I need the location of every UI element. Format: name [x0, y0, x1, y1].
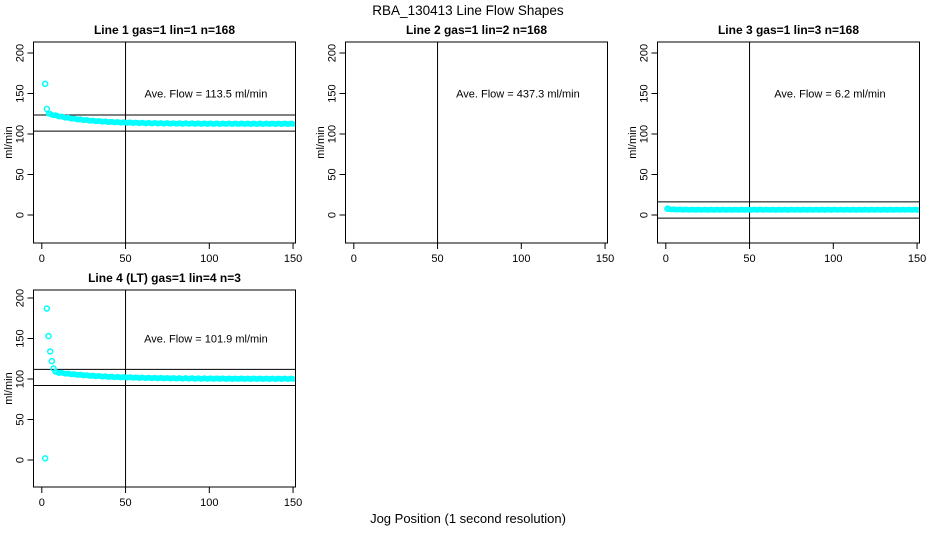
- subplot-title: Line 1 gas=1 lin=1 n=168: [94, 23, 235, 37]
- y-tick-label: 0: [639, 212, 651, 218]
- y-tick-label: 100: [327, 125, 339, 143]
- y-axis-title: ml/min: [315, 126, 327, 158]
- data-points: [41, 80, 296, 128]
- x-tick-label: 100: [824, 253, 842, 265]
- data-point-marker: [48, 357, 56, 365]
- plot-area: [657, 42, 920, 243]
- y-tick-label: 50: [15, 413, 27, 425]
- y-tick-label: 150: [639, 84, 651, 102]
- x-tick-label: 100: [200, 253, 218, 265]
- average-flow-annotation: Ave. Flow = 6.2 ml/min: [774, 89, 885, 101]
- y-axis-title: ml/min: [627, 126, 639, 158]
- x-tick-label: 0: [39, 253, 45, 265]
- plot-area: [33, 42, 296, 243]
- plot-box: [657, 41, 920, 244]
- average-flow-annotation: Ave. Flow = 101.9 ml/min: [144, 334, 268, 346]
- x-tick-label: 50: [119, 253, 131, 265]
- y-tick-label: 150: [15, 329, 27, 347]
- y-tick-label: 150: [15, 84, 27, 102]
- y-axis: 0 50 100 150 200: [15, 44, 34, 218]
- x-tick-label: 50: [743, 253, 755, 265]
- data-point-marker: [46, 348, 54, 355]
- x-axis-label: Jog Position (1 second resolution): [370, 511, 566, 526]
- y-tick-label: 200: [639, 44, 651, 62]
- x-tick-label: 150: [908, 253, 926, 265]
- subplot-4: 0 50 100 150 0 50 100 150 200 ml/min Line 4 (LT) g…: [3, 271, 302, 509]
- data-point-marker: [41, 455, 49, 462]
- x-tick-label: 150: [284, 253, 302, 265]
- x-axis: 0 50 100 150: [351, 243, 614, 265]
- plot-box: [345, 41, 608, 244]
- y-tick-label: 50: [639, 168, 651, 180]
- y-tick-label: 100: [15, 370, 27, 388]
- plot-box: [33, 41, 296, 244]
- x-tick-label: 0: [39, 497, 45, 509]
- y-axis-title: ml/min: [3, 126, 15, 158]
- y-tick-label: 0: [15, 212, 27, 218]
- data-point-marker: [41, 80, 49, 88]
- plot-area: [33, 290, 296, 487]
- x-tick-label: 50: [119, 497, 131, 509]
- subplot-2: 0 50 100 150 0 50 100 150 200 ml/min Line 2 gas=1 …: [315, 23, 614, 265]
- x-tick-label: 50: [431, 253, 443, 265]
- y-tick-label: 50: [15, 168, 27, 180]
- x-tick-label: 0: [663, 253, 669, 265]
- plot-box: [33, 289, 296, 488]
- subplot-title: Line 3 gas=1 lin=3 n=168: [718, 23, 859, 37]
- average-flow-annotation: Ave. Flow = 113.5 ml/min: [145, 89, 268, 101]
- y-tick-label: 100: [639, 125, 651, 143]
- y-tick-label: 50: [327, 168, 339, 180]
- data-points: [41, 305, 296, 462]
- y-tick-label: 150: [327, 84, 339, 102]
- subplot-1: 0 50 100 150 0 50 100 150 200 ml/min Line 1 gas=1 …: [3, 23, 302, 265]
- data-point-marker: [43, 305, 51, 312]
- subplot-3: 0 50 100 150 0 50 100 150 200 ml/min Line 3 gas=1 …: [627, 23, 926, 265]
- x-tick-label: 150: [596, 253, 614, 265]
- subplot-title: Line 2 gas=1 lin=2 n=168: [406, 23, 547, 37]
- y-tick-label: 100: [15, 125, 27, 143]
- y-tick-label: 200: [327, 44, 339, 62]
- y-tick-label: 0: [15, 457, 27, 463]
- data-point-marker: [43, 105, 51, 113]
- x-tick-label: 100: [512, 253, 530, 265]
- x-tick-label: 100: [200, 497, 218, 509]
- data-point-marker: [915, 207, 920, 213]
- x-axis: 0 50 100 150: [663, 243, 926, 265]
- x-tick-label: 0: [351, 253, 357, 265]
- figure-title: RBA_130413 Line Flow Shapes: [372, 3, 564, 18]
- y-axis-title: ml/min: [3, 372, 15, 404]
- y-tick-label: 0: [327, 212, 339, 218]
- y-axis: 0 50 100 150 200: [327, 44, 346, 218]
- y-axis: 0 50 100 150 200: [639, 44, 658, 218]
- average-flow-annotation: Ave. Flow = 437.3 ml/min: [456, 89, 580, 101]
- x-tick-label: 150: [284, 497, 302, 509]
- data-points: [664, 205, 920, 213]
- data-point-marker: [45, 332, 52, 340]
- y-tick-label: 200: [15, 289, 27, 307]
- y-axis: 0 50 100 150 200: [15, 289, 34, 463]
- subplot-title: Line 4 (LT) gas=1 lin=4 n=3: [88, 271, 241, 285]
- y-tick-label: 200: [15, 44, 27, 62]
- x-axis: 0 50 100 150: [39, 487, 302, 509]
- x-axis: 0 50 100 150: [39, 243, 302, 265]
